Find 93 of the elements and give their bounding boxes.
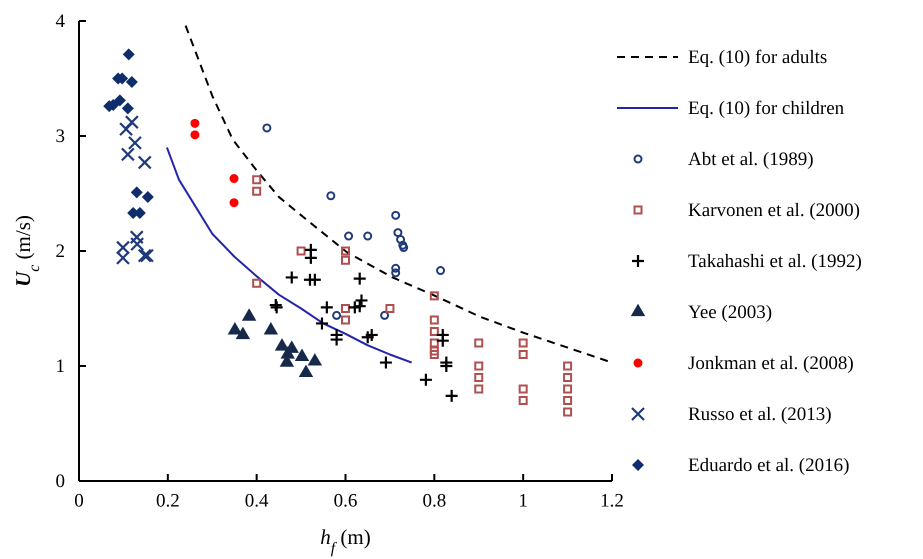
point xyxy=(230,174,239,184)
point xyxy=(124,115,139,130)
point xyxy=(563,408,572,416)
point xyxy=(128,136,142,150)
point xyxy=(430,316,439,324)
point xyxy=(262,123,272,132)
legend-label: Takahashi et al. (1992) xyxy=(688,251,862,272)
point xyxy=(518,384,528,394)
point xyxy=(326,191,336,200)
point xyxy=(190,118,200,128)
x-tick-label: 0.8 xyxy=(422,490,446,512)
point xyxy=(341,316,350,324)
point xyxy=(140,248,154,263)
legend-label: Jonkman et al. (2008) xyxy=(688,353,854,374)
y-tick-label: 1 xyxy=(56,356,65,378)
point xyxy=(430,350,439,359)
point xyxy=(352,272,367,286)
point xyxy=(474,373,484,382)
point xyxy=(252,278,262,288)
point xyxy=(122,102,134,114)
point xyxy=(341,304,350,313)
y-tick-label: 2 xyxy=(56,241,65,262)
point xyxy=(436,266,446,276)
x-tick-label: 0.4 xyxy=(244,490,270,512)
point xyxy=(341,246,350,256)
y-tick-label: 0 xyxy=(56,471,65,492)
legend-label: Eq. (10) for adults xyxy=(688,47,828,68)
legend-label: Eq. (10) for children xyxy=(688,98,845,119)
point xyxy=(252,186,262,196)
point xyxy=(391,210,400,220)
point xyxy=(138,155,152,170)
point xyxy=(341,256,350,265)
point xyxy=(120,147,135,162)
point xyxy=(418,372,433,387)
point xyxy=(122,48,135,60)
x-axis-title: h$_{f}$ (m) xyxy=(320,525,371,556)
x-tick-label: 0.6 xyxy=(334,490,358,512)
point xyxy=(308,272,322,287)
point xyxy=(563,384,572,394)
point xyxy=(252,175,262,184)
point xyxy=(332,310,342,320)
point xyxy=(344,232,354,241)
line-series xyxy=(166,146,413,364)
x-tick-label: 1 xyxy=(518,490,528,512)
point xyxy=(296,246,306,256)
legend-label: Yee (2003) xyxy=(688,302,772,323)
point xyxy=(118,122,134,136)
y-tick-label: 4 xyxy=(56,11,66,32)
point xyxy=(190,130,200,140)
point xyxy=(230,198,239,208)
point xyxy=(399,243,408,252)
x-tick-label: 0 xyxy=(74,490,84,512)
point xyxy=(363,232,372,241)
y-tick-label: 3 xyxy=(56,126,65,148)
point xyxy=(444,388,459,403)
point xyxy=(270,300,284,314)
point xyxy=(518,396,528,405)
point xyxy=(391,268,400,278)
point xyxy=(320,300,334,314)
legend-label: Abt et al. (1989) xyxy=(688,149,814,170)
point xyxy=(142,190,154,203)
point xyxy=(563,373,572,382)
point xyxy=(130,230,144,244)
point xyxy=(474,384,484,394)
point xyxy=(364,328,379,342)
point xyxy=(330,332,344,347)
point xyxy=(430,327,439,336)
point xyxy=(563,396,572,405)
point xyxy=(518,350,528,359)
point xyxy=(518,338,528,348)
point xyxy=(563,362,572,370)
point xyxy=(380,310,390,320)
point xyxy=(268,298,283,312)
point xyxy=(126,76,138,88)
point xyxy=(378,355,394,370)
point xyxy=(114,94,126,106)
point xyxy=(304,250,318,265)
point xyxy=(130,186,143,198)
point xyxy=(138,248,152,263)
point xyxy=(474,362,484,370)
point xyxy=(474,338,484,348)
point xyxy=(439,358,454,374)
point xyxy=(360,330,375,344)
x-tick-label: 1.2 xyxy=(600,490,624,512)
point xyxy=(430,291,439,300)
point xyxy=(385,304,394,313)
legend-label: Russo et al. (2013) xyxy=(688,404,832,425)
point xyxy=(116,250,130,265)
point xyxy=(314,316,330,331)
legend-label: Karvonen et al. (2000) xyxy=(688,200,860,221)
x-tick-label: 0.2 xyxy=(156,490,180,512)
legend-label: Eduardo et al. (2016) xyxy=(688,455,850,476)
point xyxy=(284,270,299,285)
